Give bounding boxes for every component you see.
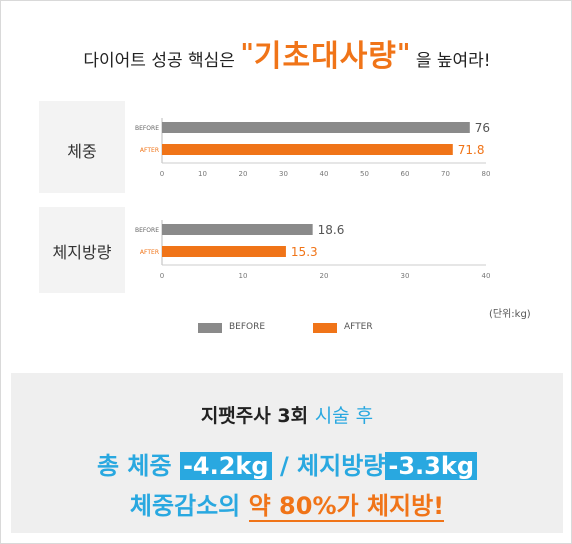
weight-panel: 체중 0 10 20 30 40 50 60 70 80 BEFORE 76 AFTER 71.8 — [39, 101, 537, 193]
category-label: BEFORE — [135, 125, 159, 132]
data-label: 18.6 — [318, 223, 345, 237]
headline-suffix: 을 높여라! — [415, 51, 491, 71]
bodyfat-chart-area: 0 10 20 30 40 BEFORE 18.6 AFTER 15.3 — [125, 207, 537, 293]
x-tick-label: 30 — [401, 272, 410, 280]
bodyfat-change-badge: -3.3kg — [385, 452, 478, 480]
x-tick-label: 20 — [239, 170, 248, 178]
x-tick-label: 60 — [401, 170, 410, 178]
headline-prefix: 다이어트 성공 핵심은 — [83, 51, 235, 71]
x-tick-label: 0 — [160, 272, 164, 280]
x-tick-label: 40 — [482, 272, 491, 280]
bar — [162, 144, 453, 155]
summary-bodyfat-label: / 체지방량 — [279, 452, 386, 480]
category-label: AFTER — [140, 147, 159, 154]
x-tick-label: 10 — [198, 170, 207, 178]
x-tick-label: 10 — [239, 272, 248, 280]
x-tick-label: 0 — [160, 170, 164, 178]
bodyfat-chart: 0 10 20 30 40 BEFORE 18.6 AFTER 15.3 — [135, 220, 491, 280]
data-label: 15.3 — [291, 245, 318, 259]
data-label: 76 — [475, 121, 490, 135]
category-label: AFTER — [140, 249, 159, 256]
bodyfat-panel-label: 체지방량 — [52, 243, 112, 262]
close-quote: " — [396, 39, 411, 69]
legend: BEFORE AFTER — [1, 321, 572, 335]
x-tick-label: 40 — [320, 170, 329, 178]
legend-label-before: BEFORE — [229, 322, 266, 332]
summary-title: 지팻주사 3회 시술 후 — [11, 401, 563, 428]
bodyfat-panel: 체지방량 0 10 20 30 40 BEFORE 18.6 AFTER 15.3 — [39, 207, 537, 293]
legend-swatch-after — [313, 323, 337, 333]
unit-label: (단위:kg) — [489, 309, 531, 320]
summary-title-main: 지팻주사 3회 — [200, 405, 309, 427]
headline: 다이어트 성공 핵심은 "기초대사량" 을 높여라! — [1, 31, 572, 75]
open-quote: " — [240, 39, 254, 69]
weight-chart-area: 0 10 20 30 40 50 60 70 80 BEFORE 76 AFTER 71.8 — [125, 101, 537, 193]
legend-swatch-before — [198, 323, 222, 333]
summary-box: 지팻주사 3회 시술 후 총 체중 -4.2kg / 체지방량 -3.3kg 체중… — [11, 373, 563, 533]
bar — [162, 246, 286, 257]
x-tick-label: 30 — [279, 170, 288, 178]
headline-keyword: 기초대사량 — [253, 39, 397, 74]
summary-highlight: 약 80%가 체지방! — [248, 492, 445, 522]
weight-chart: 0 10 20 30 40 50 60 70 80 BEFORE 76 AFTER 71.8 — [135, 118, 491, 178]
legend-label-after: AFTER — [344, 322, 373, 332]
summary-title-accent: 시술 후 — [314, 405, 374, 427]
summary-line-1: 총 체중 -4.2kg / 체지방량 -3.3kg — [11, 446, 563, 481]
summary-line-2: 체중감소의 약 80%가 체지방! — [11, 486, 563, 522]
weight-panel-label: 체중 — [67, 142, 97, 161]
bar — [162, 122, 470, 133]
summary-weight-loss-label: 체중감소의 — [129, 492, 241, 520]
category-label: BEFORE — [135, 227, 159, 234]
x-tick-label: 80 — [482, 170, 491, 178]
summary-total-weight-label: 총 체중 — [96, 452, 172, 480]
data-label: 71.8 — [458, 143, 485, 157]
bar — [162, 224, 313, 235]
x-tick-label: 50 — [360, 170, 369, 178]
weight-change-badge: -4.2kg — [179, 452, 272, 480]
x-tick-label: 70 — [441, 170, 450, 178]
x-tick-label: 20 — [320, 272, 329, 280]
